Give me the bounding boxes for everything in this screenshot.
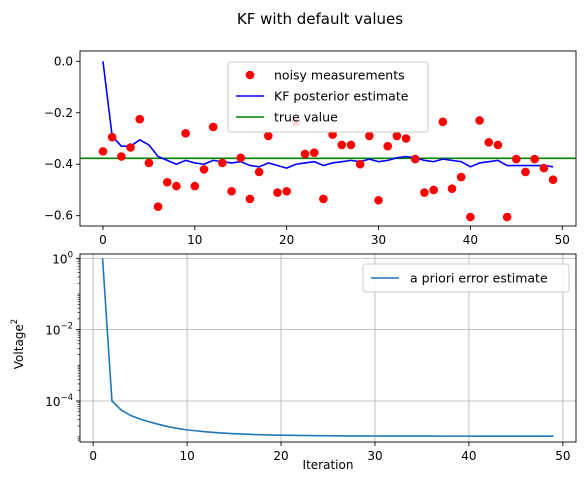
measurement-point <box>117 152 126 161</box>
measurement-point <box>199 165 209 174</box>
legend-label: a priori error estimate <box>410 271 548 286</box>
figure-title: KF with default values <box>237 10 403 28</box>
measurement-point <box>153 202 163 211</box>
measurement-point <box>493 140 503 150</box>
measurement-point <box>135 114 145 124</box>
top-y-tick-label: −0.4 <box>44 157 73 171</box>
measurement-point <box>98 147 108 156</box>
bottom-y-axis-label-exponent: 2 <box>10 319 20 324</box>
bottom-x-tick-label: 50 <box>555 449 570 463</box>
bottom-x-tick-label: 20 <box>273 449 288 463</box>
measurement-point <box>144 158 154 168</box>
measurement-point <box>245 194 255 204</box>
measurement-point <box>355 159 365 169</box>
top-legend-box <box>227 61 429 133</box>
measurement-point <box>126 143 135 152</box>
measurement-point <box>208 122 218 132</box>
measurement-point <box>521 167 530 177</box>
top-axes-frame <box>79 50 577 227</box>
measurement-point <box>319 194 328 204</box>
top-plot-area: 0 10 20 30 40 50 0.0 −0.2 −0.4 −0.6 <box>44 50 577 247</box>
measurement-point <box>410 154 420 164</box>
tick-label-exponent: −2 <box>60 322 73 332</box>
legend-label: KF posterior estimate <box>274 89 409 104</box>
measurement-point <box>539 163 549 173</box>
tick-label-base: 10 <box>45 324 60 338</box>
measurement-point <box>172 181 181 191</box>
measurement-point <box>392 131 402 141</box>
measurement-point <box>236 153 246 163</box>
measurement-point <box>511 154 521 164</box>
top-x-tick-label: 0 <box>99 233 107 247</box>
measurement-point <box>218 158 227 168</box>
bottom-y-tick-label: 100 <box>52 250 73 266</box>
top-chart: 0 10 20 30 40 50 0.0 −0.2 −0.4 −0.6 noisy measure… <box>44 50 577 247</box>
bottom-x-tick-label: 30 <box>367 449 382 463</box>
legend-marker-measurements <box>245 70 255 80</box>
top-y-tick-label: −0.6 <box>44 209 73 223</box>
bottom-y-axis-label-base: Voltage <box>12 324 26 369</box>
tick-label-exponent: −4 <box>60 393 73 403</box>
measurement-point <box>190 181 200 191</box>
measurement-point <box>227 186 236 196</box>
measurement-point <box>502 212 512 222</box>
bottom-y-tick-label: 10−2 <box>45 322 73 338</box>
bottom-x-tick-label: 0 <box>89 449 97 463</box>
measurement-point <box>273 188 282 197</box>
top-x-tick-label: 30 <box>371 233 386 247</box>
measurement-point <box>263 131 273 141</box>
measurement-point <box>254 167 264 177</box>
top-y-tick-label: 0.0 <box>54 54 73 68</box>
measurement-point <box>447 184 457 193</box>
measurement-point <box>374 195 383 205</box>
bottom-legend: a priori error estimate <box>362 263 570 293</box>
top-x-tick-label: 50 <box>555 233 570 247</box>
measurement-point <box>456 172 466 182</box>
legend-label: true value <box>274 110 338 125</box>
bottom-x-tick-label: 10 <box>179 449 194 463</box>
measurement-point <box>530 154 539 164</box>
top-x-tick-label: 10 <box>187 233 202 247</box>
top-x-tick-label: 40 <box>463 233 478 247</box>
measurement-point <box>429 185 438 195</box>
tick-label-exponent: 0 <box>68 250 73 260</box>
measurement-point <box>107 132 117 142</box>
bottom-x-tick-label: 40 <box>461 449 476 463</box>
bottom-y-axis-label: Voltage2 <box>10 319 26 369</box>
measurement-point <box>162 177 172 187</box>
measurement-point <box>300 149 310 159</box>
measurement-point <box>181 129 190 138</box>
measurement-point <box>420 188 429 197</box>
measurement-point <box>346 140 356 150</box>
measurement-point <box>475 116 484 125</box>
tick-label-base: 10 <box>45 395 60 409</box>
measurement-point <box>309 148 319 157</box>
top-x-tick-label: 20 <box>279 233 294 247</box>
measurement-point <box>438 117 448 127</box>
kf-posterior-line <box>102 61 554 169</box>
tick-label-base: 10 <box>52 252 67 266</box>
measurement-point <box>548 175 558 184</box>
a-priori-error-line <box>101 258 554 437</box>
measurement-point <box>484 138 494 147</box>
bottom-x-axis-label: Iteration <box>303 458 354 472</box>
legend-label: noisy measurements <box>274 68 405 83</box>
measurement-point <box>383 141 393 151</box>
measurement-point <box>401 134 411 143</box>
measurement-point <box>466 212 475 222</box>
measurement-point <box>337 140 347 150</box>
measurement-point <box>365 131 374 141</box>
measurement-point <box>282 186 291 196</box>
bottom-legend-box <box>362 263 570 293</box>
top-legend: noisy measurements KF posterior estimate t… <box>227 61 429 133</box>
top-y-tick-label: −0.2 <box>44 106 73 120</box>
bottom-y-tick-label: 10−4 <box>45 393 73 409</box>
